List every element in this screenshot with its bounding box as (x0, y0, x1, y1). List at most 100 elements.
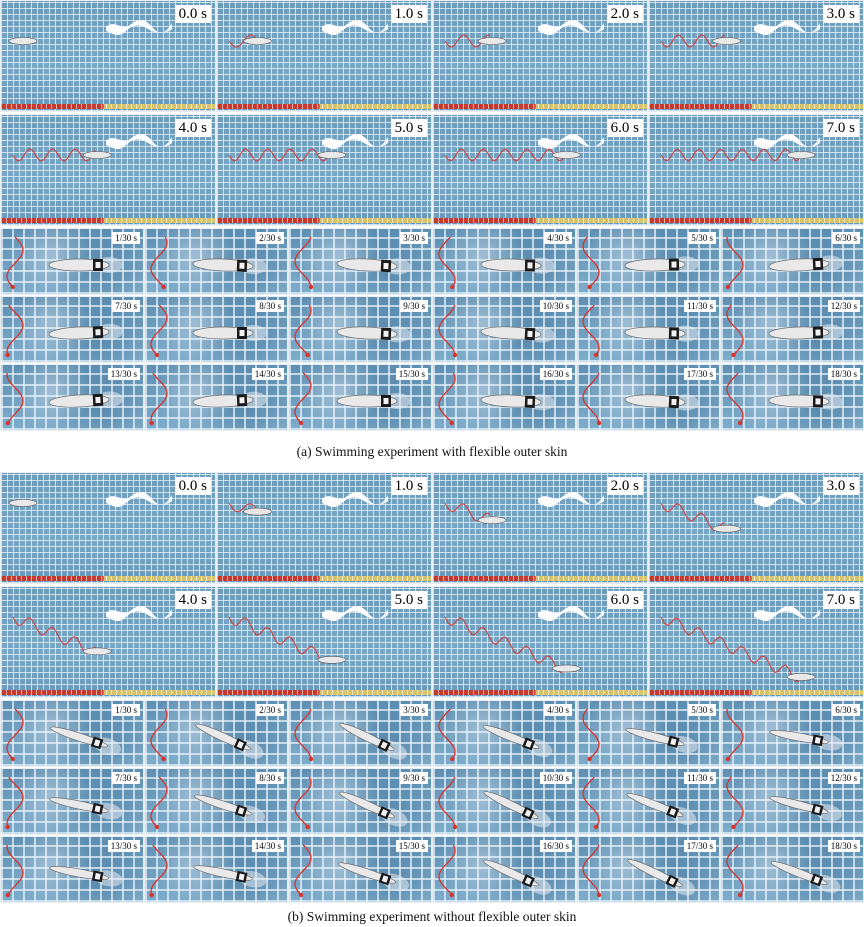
robot-closeup-overlay (294, 304, 411, 358)
time-label: 0.0 s (174, 5, 211, 23)
swim-trajectory (228, 502, 257, 513)
robot-fish (317, 151, 347, 159)
trajectory-head-dot (161, 756, 166, 762)
robot-closeup-overlay (582, 236, 699, 290)
swim-trajectory (582, 844, 600, 896)
robot-closeup-overlay (725, 708, 843, 762)
time-label: 2.0 s (606, 5, 643, 23)
robot-fish (192, 325, 267, 342)
subframe-time-label: 14/30 s (251, 840, 284, 852)
time-frame-4: 4.0 s (0, 586, 216, 698)
swim-trajectory (582, 776, 600, 828)
subframe-time-label: 2/30 s (256, 704, 284, 716)
subframe-14: 14/30 s (144, 836, 288, 903)
robot-closeup-overlay (5, 304, 123, 358)
subframe-time-label: 16/30 s (539, 368, 572, 380)
swim-trajectory (582, 708, 600, 760)
time-label: 6.0 s (606, 591, 643, 609)
trajectory-head-dot (452, 824, 458, 830)
robot-trail-overlay (228, 502, 272, 516)
robot-fish (336, 258, 411, 275)
ink-splash-mark (537, 134, 604, 150)
swim-trajectory (444, 616, 565, 674)
subframe-time-label: 11/30 s (684, 300, 716, 312)
robot-closeup-overlay (438, 372, 555, 426)
ink-splash-mark (537, 20, 604, 36)
robot-trail-overlay (660, 502, 742, 533)
robot-fish (49, 866, 123, 887)
trajectory-head-dot (308, 756, 314, 762)
measuring-tape (649, 218, 863, 223)
swim-trajectory (726, 304, 744, 356)
time-label: 2.0 s (606, 477, 643, 495)
measuring-tape (433, 576, 647, 581)
robot-closeup-overlay (582, 372, 699, 426)
time-label: 0.0 s (174, 477, 211, 495)
subframe-6: 6/30 s (720, 228, 864, 295)
robot-fish (482, 725, 553, 757)
robot-fish (317, 656, 347, 664)
subframe-2: 2/30 s (144, 228, 288, 295)
subframe-13: 13/30 s (0, 836, 144, 903)
swim-trajectory (660, 502, 725, 531)
robot-fish (8, 37, 38, 45)
robot-fish (483, 791, 552, 828)
ink-splash-mark (753, 20, 820, 36)
ink-splash-mark (537, 606, 604, 622)
robot-fish (770, 861, 841, 893)
swim-trajectory (444, 502, 491, 522)
subframe-time-label: 17/30 s (683, 840, 716, 852)
measuring-tape (217, 104, 431, 109)
subframe-11: 11/30 s (576, 768, 720, 835)
trajectory-head-dot (154, 352, 160, 358)
robot-closeup-overlay (438, 236, 555, 290)
subframe-time-label: 4/30 s (544, 232, 572, 244)
swim-trajectory (12, 616, 96, 655)
robot-fish (339, 723, 408, 760)
trajectory-head-dot (449, 892, 455, 898)
swim-trajectory (726, 844, 744, 896)
time-frame-6: 6.0 s (432, 586, 648, 698)
robot-fish (786, 673, 816, 681)
trajectory-head-dot (587, 756, 592, 762)
subframe-18: 18/30 s (720, 364, 864, 431)
trajectory-head-dot (737, 892, 743, 898)
subframe-time-label: 12/30 s (827, 772, 860, 784)
subframe-time-label: 8/30 s (256, 772, 284, 784)
subframe-time-label: 6/30 s (832, 704, 860, 716)
measuring-tape (433, 690, 647, 695)
subframe-9: 9/30 s (288, 296, 432, 363)
measuring-tape (649, 104, 863, 109)
measuring-tape (1, 690, 215, 695)
trajectory-head-dot (725, 284, 731, 290)
robot-fish (552, 664, 581, 673)
time-label: 3.0 s (822, 477, 859, 495)
robot-trail-overlay (444, 502, 507, 524)
time-frame-1: 1.0 s (216, 472, 432, 584)
swim-trajectory (438, 776, 456, 828)
robot-fish (49, 797, 123, 820)
trajectory-head-dot (594, 352, 599, 358)
subframe-6: 6/30 s (720, 700, 864, 767)
subframe-14: 14/30 s (144, 364, 288, 431)
subframe-1: 1/30 s (0, 700, 144, 767)
robot-fish (243, 507, 272, 516)
time-frame-7: 7.0 s (648, 114, 864, 226)
swim-trajectory (228, 616, 331, 664)
swim-trajectory (294, 372, 312, 424)
trajectory-head-dot (305, 352, 310, 358)
swim-trajectory (438, 304, 456, 356)
pool-background (649, 587, 863, 697)
measuring-tape (433, 104, 647, 109)
robot-closeup-overlay (5, 372, 123, 426)
subframe-15: 15/30 s (288, 364, 432, 431)
robot-fish (336, 326, 411, 343)
robot-closeup-overlay (5, 844, 123, 898)
subframe-time-label: 1/30 s (112, 704, 140, 716)
subframe-5: 5/30 s (576, 228, 720, 295)
subframe-13: 13/30 s (0, 364, 144, 431)
robot-trail-overlay (228, 148, 347, 162)
robot-closeup-overlay (438, 304, 555, 358)
trajectory-head-dot (596, 420, 602, 426)
measuring-tape (1, 218, 215, 223)
